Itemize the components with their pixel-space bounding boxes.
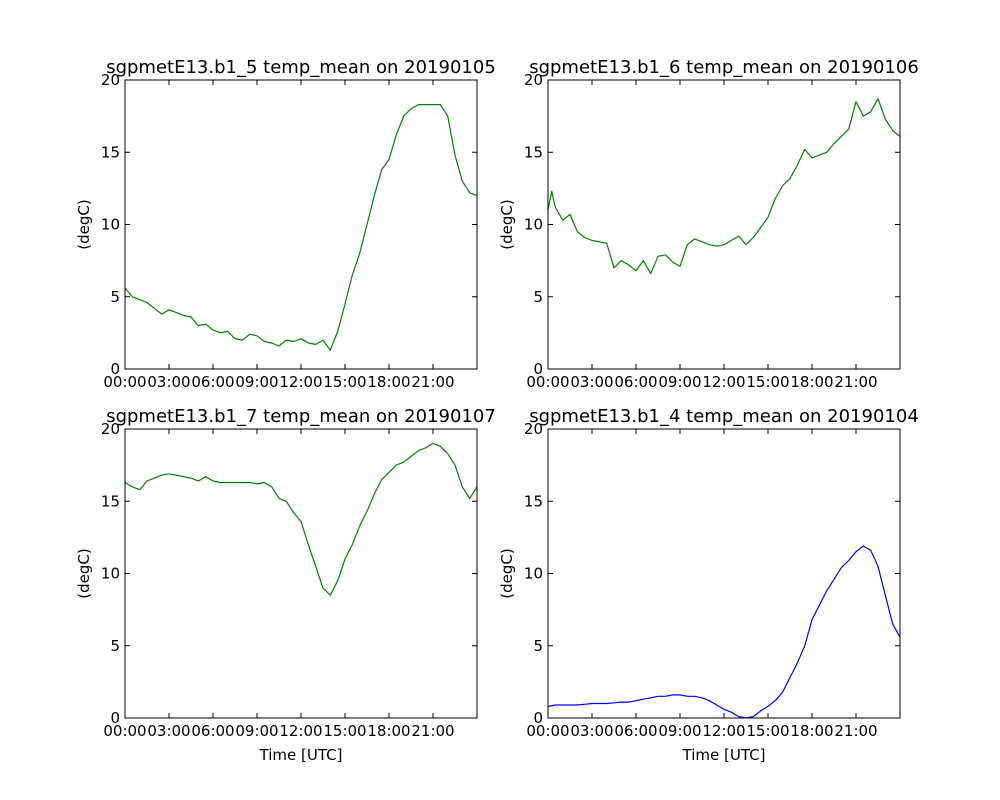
- y-tick-label: 5: [110, 637, 120, 655]
- y-tick-label: 0: [110, 360, 120, 378]
- chart-title: sgpmetE13.b1_6 temp_mean on 20190106: [529, 57, 919, 78]
- x-tick-label: 00:00: [103, 722, 146, 740]
- y-tick-label: 0: [533, 360, 543, 378]
- x-tick-label: 09:00: [658, 722, 701, 740]
- chart-title: sgpmetE13.b1_4 temp_mean on 20190104: [529, 406, 919, 427]
- x-tick-label: 09:00: [235, 373, 278, 391]
- y-axis-label: (degC): [75, 548, 93, 598]
- y-axis-label: (degC): [498, 199, 516, 249]
- y-tick-label: 20: [524, 420, 543, 438]
- x-tick-label: 06:00: [614, 722, 657, 740]
- y-tick-label: 10: [524, 565, 543, 583]
- series-line-4-1: [548, 545, 900, 718]
- y-tick-label: 15: [524, 492, 543, 510]
- x-tick-label: 00:00: [103, 373, 146, 391]
- x-tick-label: 06:00: [191, 373, 234, 391]
- y-tick-label: 20: [101, 71, 120, 89]
- x-tick-label: 15:00: [746, 373, 789, 391]
- y-tick-label: 15: [101, 492, 120, 510]
- x-tick-label: 09:00: [658, 373, 701, 391]
- x-tick-label: 12:00: [279, 722, 322, 740]
- y-axis-label: (degC): [75, 199, 93, 249]
- y-tick-label: 20: [524, 71, 543, 89]
- x-tick-label: 03:00: [147, 373, 190, 391]
- y-tick-label: 20: [101, 420, 120, 438]
- y-tick-label: 0: [533, 709, 543, 727]
- y-tick-label: 10: [101, 565, 120, 583]
- series-line-3-1: [125, 442, 477, 596]
- x-tick-label: 03:00: [147, 722, 190, 740]
- y-tick-label: 10: [101, 216, 120, 234]
- y-tick-label: 5: [110, 288, 120, 306]
- chart-title: sgpmetE13.b1_7 temp_mean on 20190107: [106, 406, 496, 427]
- y-tick-label: 10: [524, 216, 543, 234]
- x-tick-label: 15:00: [746, 722, 789, 740]
- y-tick-label: 0: [110, 709, 120, 727]
- x-tick-label: 03:00: [570, 722, 613, 740]
- x-tick-label: 18:00: [790, 722, 833, 740]
- x-tick-label: 21:00: [834, 722, 877, 740]
- x-tick-label: 18:00: [790, 373, 833, 391]
- subplot-3: 00:00 03:00 06:00 09:00 12:00 15:00 18:00 21:00…: [75, 406, 496, 764]
- x-tick-label: 15:00: [323, 373, 366, 391]
- x-axis-label: Time [UTC]: [682, 746, 766, 764]
- y-tick-label: 5: [533, 288, 543, 306]
- x-tick-label: 18:00: [367, 722, 410, 740]
- x-tick-label: 06:00: [191, 722, 234, 740]
- chart-title: sgpmetE13.b1_5 temp_mean on 20190105: [106, 57, 496, 78]
- y-tick-label: 15: [101, 143, 120, 161]
- x-tick-label: 18:00: [367, 373, 410, 391]
- x-tick-label: 21:00: [411, 722, 454, 740]
- series-line-2-1: [548, 98, 900, 275]
- subplots: 00:00 03:00 06:00 09:00 12:00 15:00 18:00 21:00…: [75, 57, 919, 764]
- x-tick-label: 00:00: [526, 373, 569, 391]
- subplot-1: 00:00 03:00 06:00 09:00 12:00 15:00 18:00 21:00…: [75, 57, 496, 391]
- x-tick-label: 12:00: [279, 373, 322, 391]
- y-axis-label: (degC): [498, 548, 516, 598]
- x-tick-label: 00:00: [526, 722, 569, 740]
- x-tick-label: 21:00: [834, 373, 877, 391]
- subplot-4: 00:00 03:00 06:00 09:00 12:00 15:00 18:00 21:00…: [498, 406, 919, 764]
- x-tick-label: 12:00: [702, 722, 745, 740]
- x-tick-label: 06:00: [614, 373, 657, 391]
- x-tick-label: 15:00: [323, 722, 366, 740]
- x-tick-label: 21:00: [411, 373, 454, 391]
- subplot-2: 00:00 03:00 06:00 09:00 12:00 15:00 18:00 21:00…: [498, 57, 919, 391]
- x-tick-label: 09:00: [235, 722, 278, 740]
- x-tick-label: 03:00: [570, 373, 613, 391]
- series-line-1-1: [125, 103, 477, 351]
- y-tick-label: 15: [524, 143, 543, 161]
- y-tick-label: 5: [533, 637, 543, 655]
- x-axis-label: Time [UTC]: [259, 746, 343, 764]
- x-tick-label: 12:00: [702, 373, 745, 391]
